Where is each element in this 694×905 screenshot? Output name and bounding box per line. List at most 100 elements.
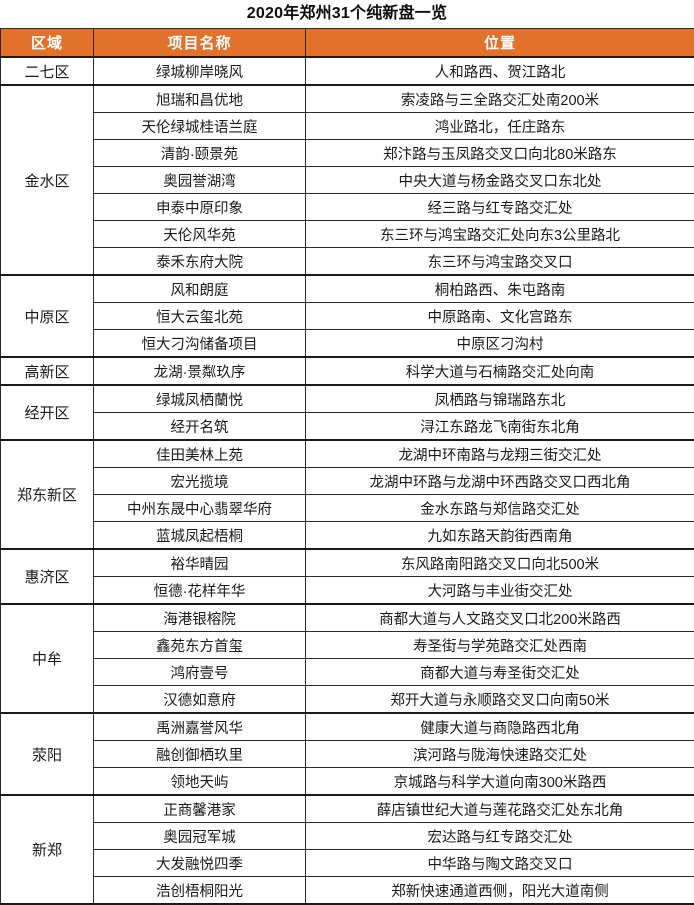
table-row: 经开名筑浔江东路龙飞南街东北角 [1,413,694,441]
project-name-cell: 大发融悦四季 [94,850,306,877]
project-name-cell: 裕华晴园 [94,549,306,577]
table-row: 清韵·颐景苑郑汴路与玉凤路交叉口向北80米路东 [1,140,694,167]
location-cell: 经三路与红专路交汇处 [306,194,694,221]
table-row: 宏光揽境龙湖中环路与龙湖中环西路交叉口西北角 [1,468,694,495]
project-name-cell: 清韵·颐景苑 [94,140,306,167]
table-row: 恒大刁沟储备项目中原区刁沟村 [1,330,694,358]
location-cell: 索凌路与三全路交汇处南200米 [306,85,694,113]
project-name-cell: 正商馨港家 [94,795,306,823]
project-name-cell: 申泰中原印象 [94,194,306,221]
location-cell: 商都大道与寿圣街交汇处 [306,659,694,686]
table-row: 申泰中原印象经三路与红专路交汇处 [1,194,694,221]
project-name-cell: 浩创梧桐阳光 [94,877,306,905]
location-cell: 龙湖中环南路与龙翔三街交汇处 [306,440,694,468]
project-name-cell: 天伦绿城桂语兰庭 [94,113,306,140]
table-row: 郑东新区佳田美林上苑龙湖中环南路与龙翔三街交汇处 [1,440,694,468]
location-cell: 人和路西、贺江路北 [306,57,694,85]
table-row: 奥园冠军城宏达路与红专路交汇处 [1,823,694,850]
location-cell: 中央大道与杨金路交叉口东北处 [306,167,694,194]
project-name-cell: 风和朗庭 [94,275,306,303]
table-row: 荥阳禹洲嘉誉风华健康大道与商隐路西北角 [1,713,694,741]
table-row: 领地天屿京城路与科学大道向南300米路西 [1,768,694,796]
table-header: 区域 项目名称 位置 [1,29,694,58]
table-body: 二七区绿城柳岸晓风人和路西、贺江路北金水区旭瑞和昌优地索凌路与三全路交汇处南20… [1,57,694,904]
table-row: 中州东晟中心翡翠华府金水东路与郑信路交汇处 [1,495,694,522]
project-name-cell: 佳田美林上苑 [94,440,306,468]
column-header-project: 项目名称 [94,29,306,58]
table-row: 高新区龙湖·景粼玖序科学大道与石楠路交汇处向南 [1,357,694,385]
location-cell: 金水东路与郑信路交汇处 [306,495,694,522]
table-row: 金水区旭瑞和昌优地索凌路与三全路交汇处南200米 [1,85,694,113]
location-cell: 鸿业路北，任庄路东 [306,113,694,140]
location-cell: 桐柏路西、朱屯路南 [306,275,694,303]
table-row: 蓝城凤起梧桐九如东路天韵街西南角 [1,522,694,550]
table-row: 天伦风华苑东三环与鸿宝路交汇处向东3公里路北 [1,221,694,248]
region-cell: 惠济区 [1,549,94,604]
table-row: 鑫苑东方首玺寿圣街与学苑路交汇处西南 [1,632,694,659]
project-name-cell: 奥园冠军城 [94,823,306,850]
table-row: 泰禾东府大院东三环与鸿宝路交叉口 [1,248,694,276]
project-name-cell: 奥园誉湖湾 [94,167,306,194]
location-cell: 郑汴路与玉凤路交叉口向北80米路东 [306,140,694,167]
location-cell: 大河路与丰业街交汇处 [306,577,694,605]
location-cell: 科学大道与石楠路交汇处向南 [306,357,694,385]
table-row: 大发融悦四季中华路与陶文路交叉口 [1,850,694,877]
project-name-cell: 泰禾东府大院 [94,248,306,276]
location-cell: 中原区刁沟村 [306,330,694,358]
project-name-cell: 恒大云玺北苑 [94,303,306,330]
project-name-cell: 宏光揽境 [94,468,306,495]
project-name-cell: 恒大刁沟储备项目 [94,330,306,358]
location-cell: 寿圣街与学苑路交汇处西南 [306,632,694,659]
location-cell: 东三环与鸿宝路交汇处向东3公里路北 [306,221,694,248]
project-name-cell: 中州东晟中心翡翠华府 [94,495,306,522]
project-name-cell: 龙湖·景粼玖序 [94,357,306,385]
location-cell: 浔江东路龙飞南街东北角 [306,413,694,441]
table-row: 中牟海港银榕院商都大道与人文路交叉口北200米路西 [1,604,694,632]
region-cell: 高新区 [1,357,94,385]
location-cell: 郑新快速通道西侧，阳光大道南侧 [306,877,694,905]
table-row: 恒德·花样年华大河路与丰业街交汇处 [1,577,694,605]
table-row: 浩创梧桐阳光郑新快速通道西侧，阳光大道南侧 [1,877,694,905]
location-cell: 东风路南阳路交叉口向北500米 [306,549,694,577]
region-cell: 经开区 [1,385,94,440]
location-cell: 中原路南、文化宫路东 [306,303,694,330]
project-name-cell: 绿城凤栖蘭悦 [94,385,306,413]
region-cell: 中原区 [1,275,94,357]
location-cell: 郑开大道与永顺路交叉口向南50米 [306,686,694,714]
table-row: 新郑正商馨港家薛店镇世纪大道与莲花路交汇处东北角 [1,795,694,823]
location-cell: 龙湖中环路与龙湖中环西路交叉口西北角 [306,468,694,495]
region-cell: 郑东新区 [1,440,94,549]
table-row: 二七区绿城柳岸晓风人和路西、贺江路北 [1,57,694,85]
project-name-cell: 鸿府壹号 [94,659,306,686]
location-cell: 京城路与科学大道向南300米路西 [306,768,694,796]
table-row: 恒大云玺北苑中原路南、文化宫路东 [1,303,694,330]
table-row: 奥园誉湖湾中央大道与杨金路交叉口东北处 [1,167,694,194]
table-row: 经开区绿城凤栖蘭悦凤栖路与锦瑞路东北 [1,385,694,413]
location-cell: 商都大道与人文路交叉口北200米路西 [306,604,694,632]
table-row: 融创御栖玖里滨河路与陇海快速路交汇处 [1,741,694,768]
table-row: 惠济区裕华晴园东风路南阳路交叉口向北500米 [1,549,694,577]
project-name-cell: 禹洲嘉誉风华 [94,713,306,741]
location-cell: 滨河路与陇海快速路交汇处 [306,741,694,768]
project-name-cell: 蓝城凤起梧桐 [94,522,306,550]
project-name-cell: 融创御栖玖里 [94,741,306,768]
project-name-cell: 旭瑞和昌优地 [94,85,306,113]
location-cell: 宏达路与红专路交汇处 [306,823,694,850]
table-row: 鸿府壹号商都大道与寿圣街交汇处 [1,659,694,686]
project-name-cell: 汉德如意府 [94,686,306,714]
project-name-cell: 恒德·花样年华 [94,577,306,605]
table-row: 天伦绿城桂语兰庭鸿业路北，任庄路东 [1,113,694,140]
region-cell: 荥阳 [1,713,94,795]
location-cell: 凤栖路与锦瑞路东北 [306,385,694,413]
region-cell: 二七区 [1,57,94,85]
table-row: 汉德如意府郑开大道与永顺路交叉口向南50米 [1,686,694,714]
region-cell: 金水区 [1,85,94,275]
project-name-cell: 领地天屿 [94,768,306,796]
property-listing-table: 区域 项目名称 位置 二七区绿城柳岸晓风人和路西、贺江路北金水区旭瑞和昌优地索凌… [0,28,694,905]
project-name-cell: 经开名筑 [94,413,306,441]
project-name-cell: 天伦风华苑 [94,221,306,248]
location-cell: 薛店镇世纪大道与莲花路交汇处东北角 [306,795,694,823]
table-header-row: 区域 项目名称 位置 [1,29,694,58]
location-cell: 中华路与陶文路交叉口 [306,850,694,877]
